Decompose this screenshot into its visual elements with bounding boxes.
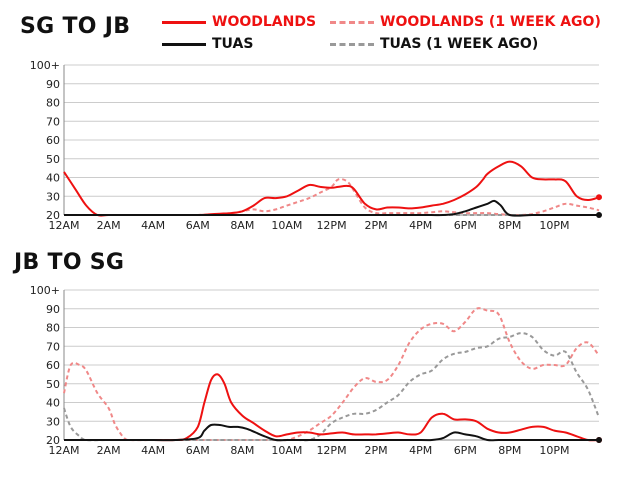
x-tick-label: 8PM <box>498 219 521 232</box>
series-end-marker-tuas <box>596 212 602 218</box>
chart-title-jb-to-sg: JB TO SG <box>14 250 125 275</box>
chart-sg-to-jb: 20 30 40 50 60 70 80 90 100+ 12AM 2AM 4AM 6AM 8AM 10AM… <box>30 59 602 232</box>
legend-label-woodlands-1-week-ago: WOODLANDS (1 WEEK AGO) <box>380 14 601 30</box>
y-tick-label: 50 <box>46 153 60 166</box>
legend-item-tuas-1-week-ago: TUAS (1 WEEK AGO) <box>330 36 538 52</box>
y-tick-label: 40 <box>46 397 60 410</box>
series-end-marker-woodlands <box>596 194 602 201</box>
y-tick-label: 60 <box>46 359 60 372</box>
y-tick-label: 70 <box>46 340 60 353</box>
legend-label-tuas-1-week-ago: TUAS (1 WEEK AGO) <box>380 36 539 52</box>
y-tick-label: 20 <box>46 434 60 447</box>
series-line-woodlands-1-week-ago <box>63 307 600 442</box>
y-tick-label: 30 <box>46 190 60 203</box>
x-tick-label: 2PM <box>365 444 388 457</box>
x-tick-label: 12PM <box>316 444 346 457</box>
x-tick-label: 6PM <box>454 219 477 232</box>
x-tick-label: 8AM <box>230 219 254 232</box>
x-tick-label: 4PM <box>409 219 432 232</box>
y-tick-label: 100+ <box>30 284 60 297</box>
x-tick-label: 2AM <box>97 444 121 457</box>
x-tick-label: 12PM <box>316 219 346 232</box>
legend-swatch-tuas-1-week-ago <box>330 42 374 46</box>
y-tick-label: 30 <box>46 415 60 428</box>
y-tick-label: 80 <box>46 97 60 110</box>
x-tick-label: 12AM <box>48 444 79 457</box>
x-tick-label: 6AM <box>186 219 210 232</box>
legend-label-tuas: TUAS <box>212 36 254 52</box>
y-tick-label: 20 <box>46 209 60 222</box>
series-line-woodlands-1-week-ago <box>64 178 600 217</box>
y-tick-label: 60 <box>46 134 60 147</box>
x-tick-label: 10PM <box>539 444 569 457</box>
series-line-woodlands <box>64 373 600 442</box>
x-tick-label: 6PM <box>454 444 477 457</box>
x-tick-label: 4AM <box>141 444 165 457</box>
x-tick-label: 4PM <box>409 444 432 457</box>
y-tick-label: 90 <box>46 303 60 316</box>
y-tick-label: 70 <box>46 115 60 128</box>
y-tick-label: 100+ <box>30 59 60 72</box>
x-tick-label: 6AM <box>186 444 210 457</box>
series-end-marker-tuas <box>596 437 602 443</box>
y-tick-label: 90 <box>46 78 60 91</box>
y-tick-label: 80 <box>46 322 60 335</box>
x-tick-label: 2PM <box>365 219 388 232</box>
series-line-woodlands <box>63 160 600 217</box>
x-tick-label: 8PM <box>498 444 521 457</box>
legend-swatch-woodlands <box>162 20 206 24</box>
legend-label-woodlands: WOODLANDS <box>212 14 317 30</box>
series-line-tuas-1-week-ago <box>63 332 600 442</box>
legend: WOODLANDS WOODLANDS (1 WEEK AGO) TUAS TU… <box>160 12 640 56</box>
x-tick-label: 10AM <box>271 444 302 457</box>
series-line-tuas <box>64 199 599 217</box>
x-tick-label: 4AM <box>141 219 165 232</box>
x-tick-label: 10AM <box>271 219 302 232</box>
legend-swatch-woodlands-1-week-ago <box>330 20 374 24</box>
legend-item-tuas: TUAS <box>162 36 253 52</box>
chart-title-sg-to-jb: SG TO JB <box>20 14 131 39</box>
chart-jb-to-sg: 20 30 40 50 60 70 80 90 100+ 12AM 2AM 4AM 6AM 8AM 10AM… <box>30 284 602 457</box>
x-tick-label: 8AM <box>230 444 254 457</box>
legend-item-woodlands: WOODLANDS <box>162 14 316 30</box>
y-tick-label: 50 <box>46 378 60 391</box>
legend-item-woodlands-1-week-ago: WOODLANDS (1 WEEK AGO) <box>330 14 601 30</box>
legend-swatch-tuas <box>162 42 206 46</box>
x-tick-label: 12AM <box>48 219 79 232</box>
x-tick-label: 10PM <box>539 219 569 232</box>
series-line-tuas <box>64 423 599 442</box>
x-tick-label: 2AM <box>97 219 121 232</box>
y-tick-label: 40 <box>46 172 60 185</box>
